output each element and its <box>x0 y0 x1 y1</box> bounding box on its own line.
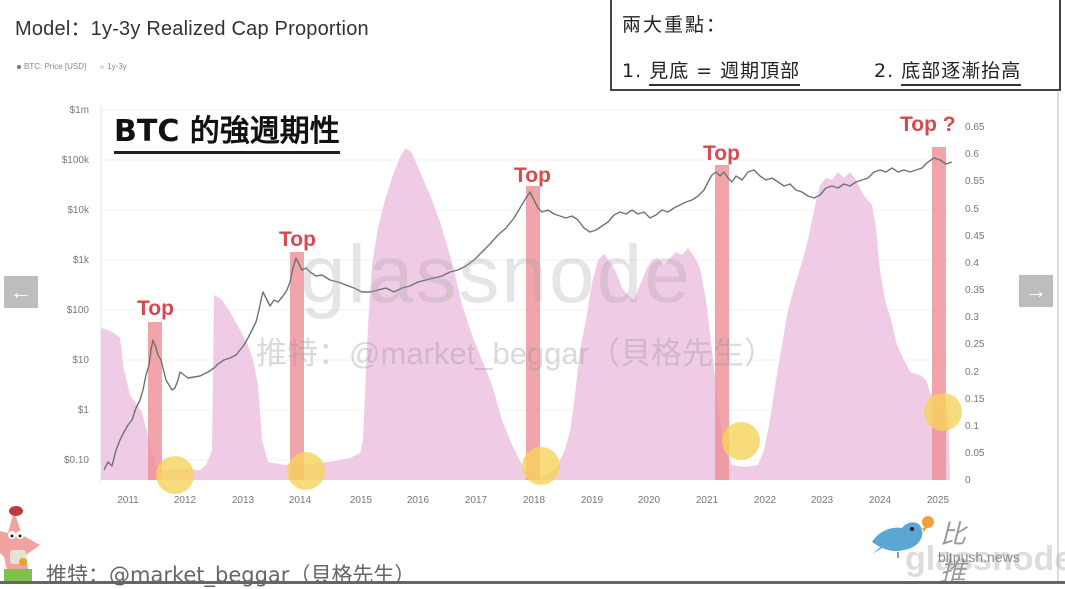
chart-legend: BTC: Price [USD] 1y-3y <box>17 62 127 71</box>
x-tick: 2012 <box>174 495 197 506</box>
legend-label: BTC: Price [USD] <box>24 62 87 71</box>
top-band-2021 <box>715 165 729 480</box>
left-tick: $100k <box>62 155 90 166</box>
bitpush-logo: 比推 bitpush.news <box>868 512 1020 587</box>
left-tick: $0.10 <box>64 455 89 466</box>
note-point-1: 1. 見底 = 週期頂部 <box>622 56 801 86</box>
left-tick: $10 <box>72 355 89 366</box>
x-tick: 2024 <box>869 495 892 506</box>
bird-icon <box>872 516 934 558</box>
right-tick: 0.15 <box>965 394 985 405</box>
left-tick: $1m <box>70 105 89 116</box>
x-tick: 2013 <box>232 495 255 506</box>
x-tick: 2020 <box>638 495 661 506</box>
right-tick: 0.6 <box>965 149 979 160</box>
left-tick: $10k <box>67 205 90 216</box>
top-label-2013: Top <box>279 228 316 251</box>
right-tick: 0.2 <box>965 367 979 378</box>
x-tick: 2025 <box>927 495 950 506</box>
right-tick: 0.05 <box>965 448 985 459</box>
top-label-2011: Top <box>137 297 174 320</box>
note-point-2-text: 底部逐漸抬高 <box>901 60 1022 86</box>
top-label-2021: Top <box>703 142 740 165</box>
x-tick: 2022 <box>754 495 777 506</box>
right-tick: 0.25 <box>965 339 985 350</box>
glassnode-footer-watermark: glassnode <box>905 540 1065 578</box>
x-tick: 2011 <box>117 495 139 506</box>
x-tick: 2016 <box>407 495 430 506</box>
top-band-2013 <box>290 252 304 480</box>
x-tick: 2023 <box>811 495 834 506</box>
overlay-title: BTC 的強週期性 <box>114 114 340 154</box>
top-label-2025: Top ? <box>900 113 956 136</box>
legend-label: 1y-3y <box>107 62 127 71</box>
right-tick: 0.35 <box>965 285 985 296</box>
right-tick: 0.65 <box>965 122 985 133</box>
note-point-1-text: 見底 = 週期頂部 <box>649 60 801 86</box>
bottom-circle-2025 <box>924 393 962 431</box>
right-tick: 0.3 <box>965 312 979 323</box>
top-band-2011 <box>148 322 162 480</box>
bottom-circles <box>156 393 962 494</box>
top-band-2017 <box>526 186 540 480</box>
legend-item-btc-price[interactable]: BTC: Price [USD] <box>17 62 86 71</box>
note-point-2: 2. 底部逐漸抬高 <box>874 56 1022 86</box>
panel-divider <box>1057 92 1059 582</box>
avatar <box>0 506 40 583</box>
right-tick: 0.5 <box>965 204 979 215</box>
chart-title: Model：1y-3y Realized Cap Proportion <box>15 18 369 40</box>
area-1y-3y <box>101 148 950 480</box>
x-tick: 2019 <box>581 495 604 506</box>
bitpush-brand-en: bitpush.news <box>938 549 1020 565</box>
left-tick: $1 <box>78 405 90 416</box>
x-tick: 2017 <box>465 495 488 506</box>
note-point-1-number: 1. <box>622 60 643 82</box>
bottom-circle-2018 <box>522 447 560 485</box>
btc-price-line <box>103 157 953 471</box>
right-tick: 0.4 <box>965 258 979 269</box>
bottom-circle-2021 <box>722 422 760 460</box>
right-axis-ticks: 0.65 0.6 0.55 0.5 0.45 0.4 0.35 0.3 0.25… <box>965 122 985 486</box>
legend-dot-icon <box>100 64 105 69</box>
note-point-2-number: 2. <box>874 60 895 82</box>
bottom-circle-2014 <box>287 452 325 490</box>
note-heading: 兩大重點： <box>622 14 728 36</box>
right-tick: 0.45 <box>965 231 985 242</box>
x-tick: 2014 <box>289 495 312 506</box>
left-tick: $1k <box>73 255 90 266</box>
bottom-circle-2012 <box>156 456 194 494</box>
previous-button[interactable]: ← <box>4 276 38 308</box>
arrow-right-icon: → <box>1025 278 1047 303</box>
x-tick: 2021 <box>696 495 719 506</box>
x-tick: 2018 <box>523 495 546 506</box>
legend-dot-icon <box>17 64 21 69</box>
top-label-2017: Top <box>514 164 551 187</box>
arrow-left-icon: ← <box>10 279 32 304</box>
x-axis-ticks: 2011 2012 2013 2014 2015 2016 2017 2018 … <box>117 495 949 506</box>
bottom-frame-line <box>0 581 1065 584</box>
top-bands <box>148 147 946 480</box>
right-tick: 0.1 <box>965 421 979 432</box>
left-axis-ticks: $1m $100k $10k $1k $100 $10 $1 $0.10 <box>62 105 90 466</box>
key-points-note: 兩大重點： 1. 見底 = 週期頂部 2. 底部逐漸抬高 <box>610 0 1061 91</box>
x-tick: 2015 <box>350 495 373 506</box>
left-tick: $100 <box>67 305 90 316</box>
right-tick: 0.55 <box>965 176 985 187</box>
footer-credit: 推特：@market_beggar（貝格先生） <box>46 563 416 587</box>
next-button[interactable]: → <box>1019 275 1053 307</box>
legend-item-1y-3y[interactable]: 1y-3y <box>100 62 127 71</box>
right-tick: 0 <box>965 475 971 486</box>
